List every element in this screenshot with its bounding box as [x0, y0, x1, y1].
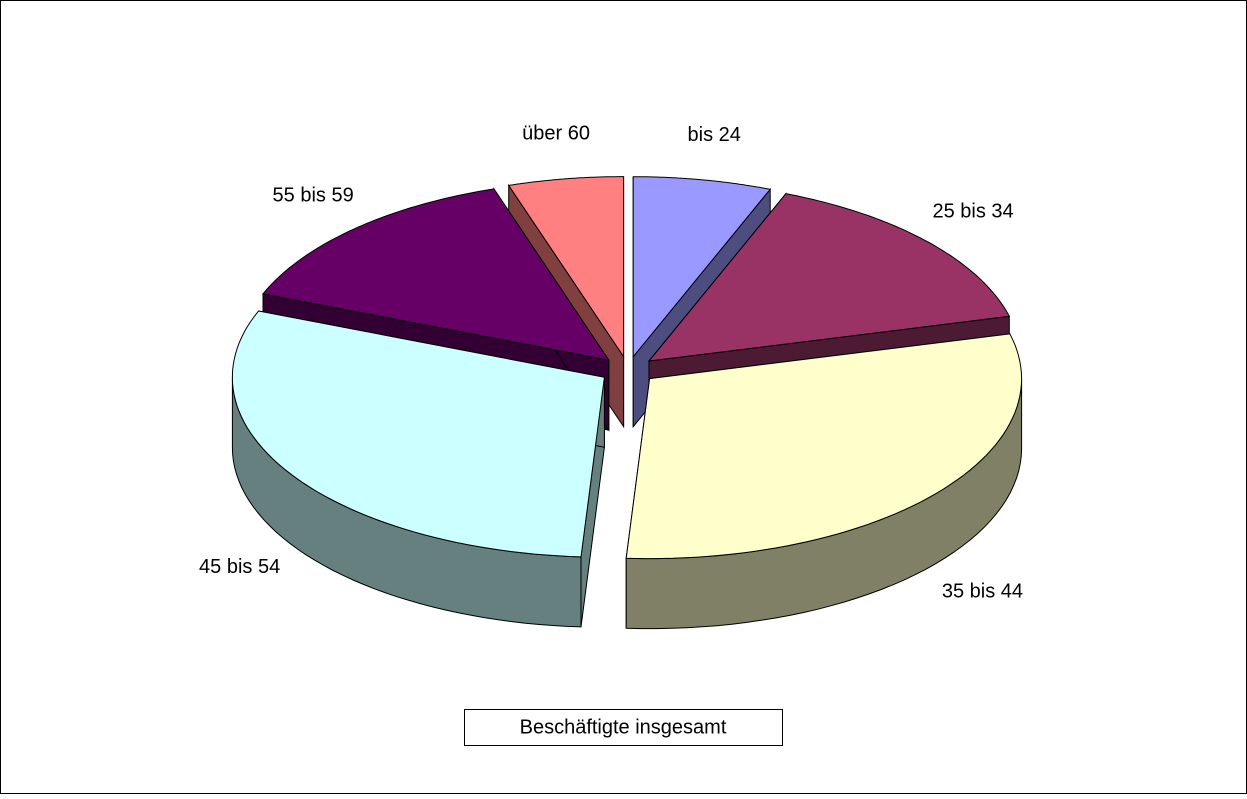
pie-slice	[625, 333, 1023, 560]
pie-slice	[632, 176, 772, 359]
pie-slice	[231, 310, 605, 558]
slice-label: bis 24	[688, 124, 741, 146]
slice-label: 45 bis 54	[199, 556, 280, 578]
legend-label: Beschäftigte insgesamt	[520, 716, 727, 738]
slice-label: 55 bis 59	[273, 184, 354, 206]
pie-slice	[647, 193, 1011, 362]
pie-slice	[507, 176, 625, 359]
pie	[231, 176, 1023, 630]
slice-label: über 60	[522, 123, 590, 145]
slice-label: 35 bis 44	[942, 580, 1023, 602]
slice-label: 25 bis 34	[932, 201, 1013, 223]
legend-box	[464, 709, 783, 746]
pie-slice	[262, 188, 610, 361]
